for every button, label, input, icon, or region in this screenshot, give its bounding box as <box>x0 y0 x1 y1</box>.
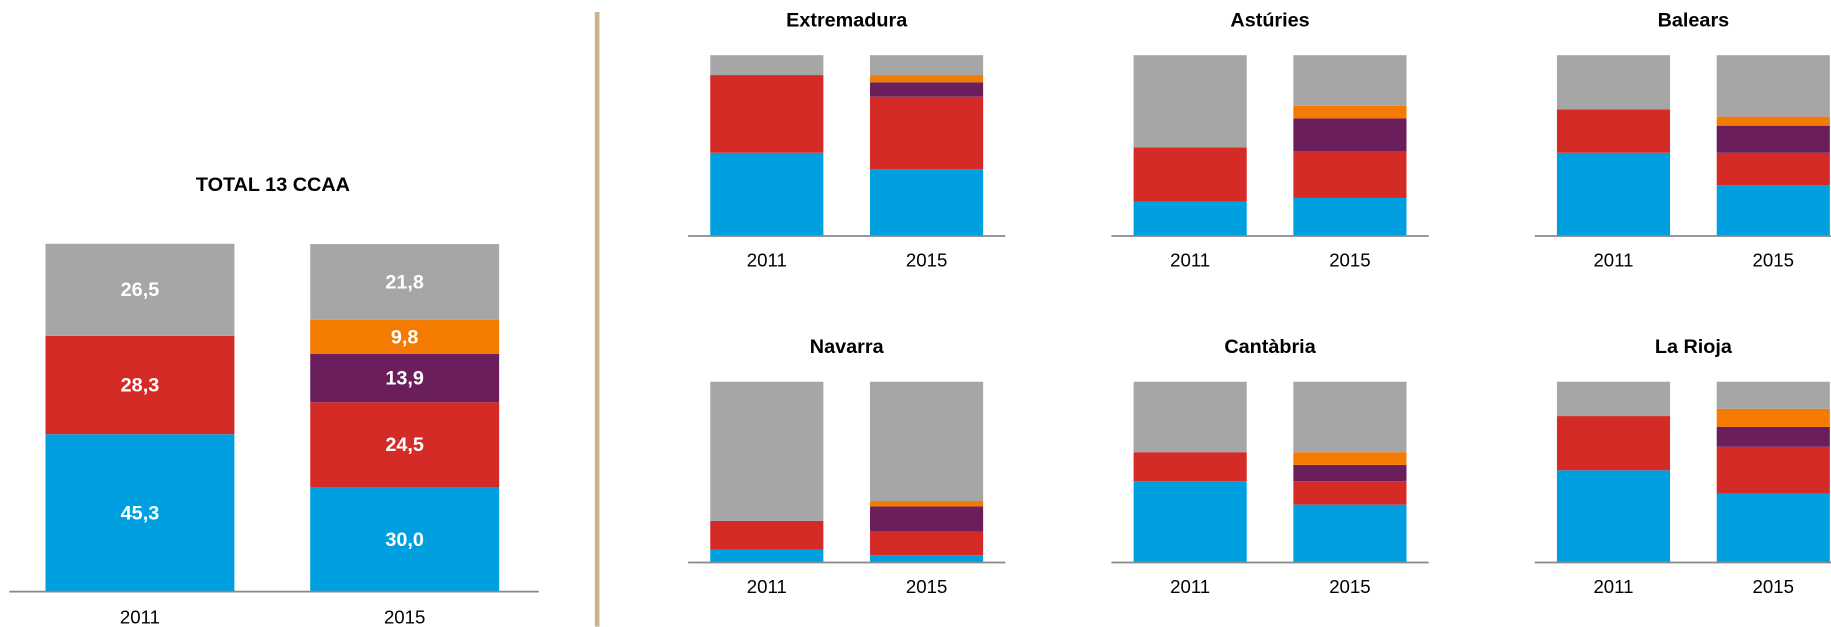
bar-segment <box>1133 481 1247 563</box>
x-tick-label: 2011 <box>1593 250 1633 271</box>
bar-segment <box>710 549 824 563</box>
bar-segment <box>1133 381 1247 453</box>
bar-segment <box>310 244 500 320</box>
bar-segment <box>1293 55 1407 106</box>
chart-title: TOTAL 13 CCAA <box>196 174 350 196</box>
bar-segment <box>1716 116 1830 126</box>
bar-segment <box>870 75 984 83</box>
chart-title: La Rioja <box>1655 336 1733 358</box>
bar-segment <box>1716 381 1830 409</box>
bar-segment <box>1556 470 1671 563</box>
bar-segment <box>710 55 824 76</box>
bar-segment <box>1293 452 1407 465</box>
chart-title: Navarra <box>810 336 885 358</box>
data-label: 13,9 <box>385 367 424 389</box>
bar-segment <box>710 75 824 153</box>
x-tick-label: 2015 <box>906 250 947 271</box>
bar-segment <box>870 82 984 97</box>
bar-segment <box>870 96 984 170</box>
bar-segment <box>1716 446 1830 494</box>
x-tick-label: 2015 <box>1753 250 1794 271</box>
x-tick-label: 2015 <box>1329 250 1370 271</box>
data-label: 28,3 <box>121 374 160 396</box>
bar-segment <box>870 381 984 502</box>
x-tick-label: 2015 <box>906 576 947 597</box>
bar-segment <box>45 434 235 592</box>
x-tick-label: 2011 <box>1170 250 1210 271</box>
bar-segment <box>45 335 235 435</box>
bar-segment <box>710 381 824 521</box>
bar-segment <box>310 353 500 403</box>
bar-segment <box>1716 55 1830 117</box>
bar-segment <box>1133 55 1247 148</box>
bar-segment <box>1133 452 1247 482</box>
x-tick-label: 2011 <box>120 606 160 627</box>
bar-segment <box>310 487 500 592</box>
bar-segment <box>1556 109 1671 153</box>
bar-segment <box>870 555 984 563</box>
bar-segment <box>1293 381 1407 453</box>
data-label: 21,8 <box>385 271 424 293</box>
bar-segment <box>710 152 824 236</box>
bar-segment <box>310 402 500 488</box>
bar-segment <box>1293 118 1407 151</box>
bar-segment <box>870 506 984 532</box>
chart-title: Cantàbria <box>1224 336 1316 358</box>
bar-segment <box>1293 105 1407 119</box>
bar-segment <box>1716 408 1830 427</box>
bar-segment <box>1133 147 1247 202</box>
bar-segment <box>1556 381 1671 417</box>
bar-segment <box>1293 464 1407 482</box>
data-label: 45,3 <box>121 502 160 524</box>
bar-segment <box>1293 481 1407 505</box>
x-tick-label: 2011 <box>1170 576 1210 597</box>
bar-segment <box>1556 152 1671 236</box>
bar-segment <box>1556 416 1671 471</box>
bar-segment <box>1716 426 1830 447</box>
data-label: 24,5 <box>385 434 424 456</box>
x-tick-label: 2015 <box>1753 576 1794 597</box>
bar-segment <box>870 55 984 76</box>
bar-segment <box>1716 493 1830 563</box>
x-tick-label: 2011 <box>747 576 787 597</box>
bar-segment <box>1293 504 1407 563</box>
bar-segment <box>870 531 984 556</box>
x-tick-label: 2011 <box>1593 576 1633 597</box>
x-tick-label: 2011 <box>747 250 787 271</box>
bar-segment <box>870 169 984 236</box>
chart-title: Extremadura <box>786 10 908 32</box>
data-label: 30,0 <box>385 529 424 551</box>
bar-segment <box>45 243 235 336</box>
bar-segment <box>1293 150 1407 198</box>
bar-segment <box>1293 197 1407 236</box>
chart-title: Astúries <box>1230 10 1309 32</box>
chart-title: Balears <box>1658 10 1730 32</box>
bar-segment <box>1716 185 1830 236</box>
bar-segment <box>1716 125 1830 153</box>
bar-segment <box>710 520 824 550</box>
bar-segment <box>1556 55 1671 110</box>
data-label: 9,8 <box>391 326 419 348</box>
bar-segment <box>870 501 984 507</box>
bar-segment <box>1716 152 1830 186</box>
bar-segment <box>1133 201 1247 236</box>
data-label: 26,5 <box>121 279 160 301</box>
x-tick-label: 2015 <box>1329 576 1370 597</box>
bar-segment <box>310 319 500 354</box>
x-tick-label: 2015 <box>384 606 425 627</box>
